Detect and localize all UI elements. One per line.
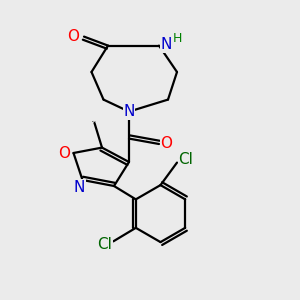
Text: N: N — [123, 104, 135, 119]
Text: N: N — [160, 37, 172, 52]
Text: methyl: methyl — [92, 120, 96, 122]
Text: H: H — [173, 32, 182, 45]
Text: O: O — [68, 29, 80, 44]
Text: O: O — [160, 136, 172, 152]
Text: O: O — [58, 146, 70, 160]
Text: Cl: Cl — [97, 237, 112, 252]
Text: Cl: Cl — [178, 152, 194, 167]
Text: N: N — [74, 180, 85, 195]
